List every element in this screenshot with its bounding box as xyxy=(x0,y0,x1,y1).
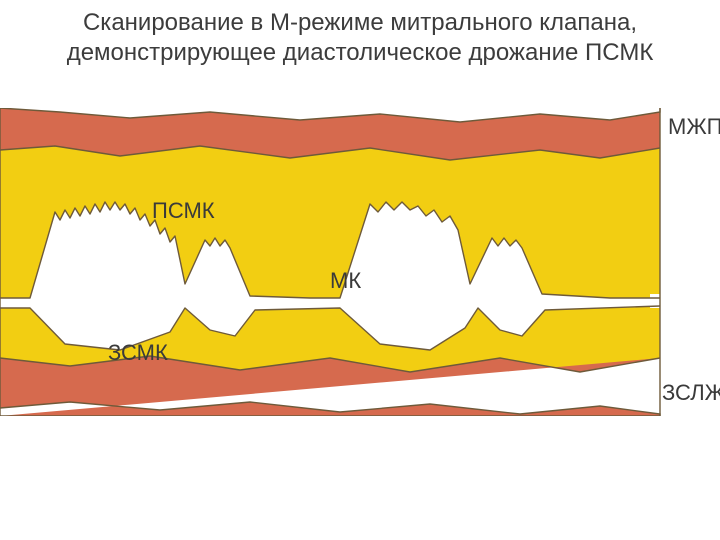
label-mk: МК xyxy=(330,268,361,294)
label-zsmk: ЗСМК xyxy=(108,340,168,366)
m-mode-diagram: МЖП ЗСЛЖ ПСМК ЗСМК МК xyxy=(0,108,720,416)
label-psmk: ПСМК xyxy=(152,198,215,224)
title-text: Сканирование в М-режиме митрального клап… xyxy=(67,9,654,66)
label-zslzh: ЗСЛЖ xyxy=(662,380,720,406)
diagram-svg xyxy=(0,108,720,416)
page-title: Сканирование в М-режиме митрального клап… xyxy=(0,0,720,68)
label-mzhp: МЖП xyxy=(668,114,720,140)
